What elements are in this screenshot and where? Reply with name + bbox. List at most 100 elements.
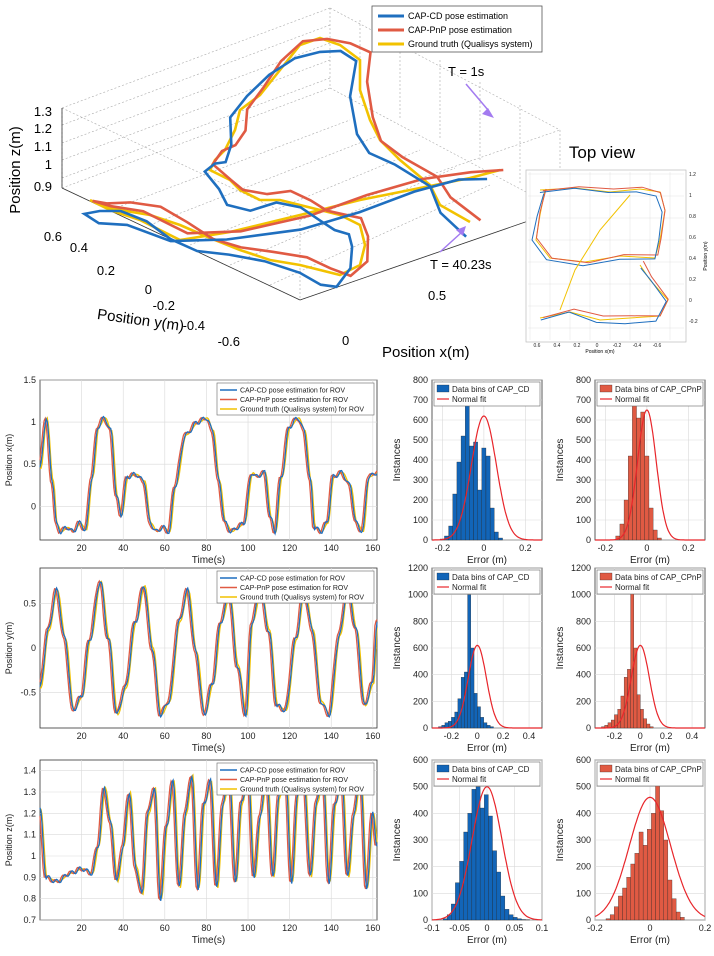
x-tick-label: 160 [365, 731, 380, 741]
y-tick-label: 100 [413, 515, 428, 525]
y-tick-label: 300 [413, 475, 428, 485]
y-tick-label: 100 [413, 888, 428, 898]
x-tick-label: -0.2 [587, 923, 603, 933]
legend-label: Data bins of CAP_CD [452, 765, 530, 774]
histogram-bar [464, 671, 468, 729]
top-view-ytick: 0 [689, 298, 692, 304]
top-view-xtick: 0.2 [574, 343, 581, 349]
histogram-bar [473, 441, 478, 541]
3d-ztick: 1 [45, 157, 52, 172]
legend-label: Normal fit [452, 395, 487, 404]
histogram-bar [500, 895, 506, 921]
legend-box [433, 381, 541, 407]
x-tick-label: 20 [77, 731, 87, 741]
legend-box [216, 762, 375, 796]
y-tick-label: 0 [423, 915, 428, 925]
histogram-bar [494, 531, 499, 541]
y-tick-label: 800 [413, 375, 428, 385]
x-tick-label: 0.2 [497, 731, 510, 741]
top-view-xtick: -0.6 [653, 343, 662, 349]
annotation-start-arrow [465, 83, 489, 111]
histogram-bar [636, 694, 641, 729]
top-view-xlabel: Position x(m) [585, 349, 615, 355]
histogram-bar [647, 829, 652, 921]
top-view-ytick: 0.2 [689, 277, 696, 283]
x-axis-label: Time(s) [192, 555, 226, 566]
y-tick-label: 1 [31, 851, 36, 861]
3d-legend-gt: Ground truth (Qualisys system) [408, 39, 533, 49]
x-tick-label: 80 [201, 543, 211, 553]
histogram-bar [618, 895, 623, 921]
histogram-bar [486, 725, 491, 729]
histogram-bar [481, 447, 487, 541]
y-tick-label: 500 [576, 782, 591, 792]
histogram-bar [638, 831, 644, 921]
legend-swatch [599, 764, 613, 773]
y-tick-label: 100 [576, 515, 591, 525]
y-axis-label: Position y(m) [4, 622, 14, 675]
x-tick-label: 40 [118, 543, 128, 553]
x-tick-label: 140 [324, 543, 339, 553]
x-tick-label: 120 [282, 543, 297, 553]
y-tick-label: 600 [413, 755, 428, 765]
histogram-bar [498, 537, 503, 541]
histogram-bar [667, 879, 673, 921]
top-view-trajectories [531, 186, 669, 325]
top-view-ytick: 0.6 [689, 235, 696, 241]
x-tick-label: 40 [118, 923, 128, 933]
histogram-bar [644, 455, 650, 541]
3d-trajectories [80, 36, 504, 289]
y-tick-label: 1000 [571, 590, 591, 600]
x-axis-label: Error (m) [630, 743, 670, 754]
y-axis-label: Instances [555, 439, 566, 482]
histogram-bar [508, 914, 514, 921]
x-tick-label: 0 [638, 731, 643, 741]
y-tick-label: 1.5 [23, 375, 36, 385]
histogram-bar [477, 489, 482, 541]
normal-fit-curve [595, 644, 705, 729]
legend-label: CAP-PnP pose estimation for ROV [240, 777, 348, 784]
x-tick-label: 0 [647, 923, 652, 933]
top-view-grid [528, 172, 684, 340]
y-tick-label: 0.5 [23, 599, 36, 609]
histogram-bar [652, 529, 658, 541]
top-view-xtick: -0.4 [633, 343, 642, 349]
y-tick-label: 0 [423, 723, 428, 733]
x-axis-label: Time(s) [192, 743, 226, 754]
y-tick-label: 400 [413, 808, 428, 818]
y-tick-label: 300 [413, 835, 428, 845]
legend-label: Data bins of CAP_CPnP [615, 573, 702, 582]
y-tick-label: 0 [423, 535, 428, 545]
top-view-cap-cd [531, 187, 663, 267]
histogram-bar [617, 709, 622, 729]
histogram-bar [646, 723, 651, 729]
3d-grid-line [61, 59, 331, 161]
legend-swatch [436, 572, 450, 581]
x-tick-label: 100 [241, 543, 256, 553]
top-view-ytick: 1.2 [689, 172, 696, 178]
y-tick-label: 0 [586, 723, 591, 733]
y-tick-label: 1.2 [23, 808, 36, 818]
x-tick-label: 20 [77, 543, 87, 553]
top-view-plot: Top view 0.6 0.4 0.2 0 -0.2 -0.4 -0.61.210.80.… [525, 143, 709, 355]
y-tick-label: 700 [413, 395, 428, 405]
y-tick-label: 1200 [571, 563, 591, 573]
y-axis-label: Instances [555, 819, 566, 862]
histogram-bar [648, 507, 654, 541]
y-axis-label: Instances [555, 627, 566, 670]
y-tick-label: 0 [586, 915, 591, 925]
histogram-bar [484, 794, 489, 921]
top-view-cap-pnp-2 [543, 260, 669, 318]
histogram-bar [609, 914, 615, 921]
x-tick-label: -0.1 [424, 923, 440, 933]
3d-ytick: -0.6 [218, 334, 240, 349]
x-tick-label: -0.05 [449, 923, 470, 933]
histogram-bar [649, 726, 654, 729]
3d-zlabel: Position z(m) [7, 126, 24, 214]
y-tick-label: 600 [413, 415, 428, 425]
annotation-end-arrow [439, 231, 463, 253]
legend-label: Normal fit [615, 583, 650, 592]
x-tick-label: 0 [481, 543, 486, 553]
y-axis-label: Instances [392, 439, 403, 482]
y-tick-label: 0 [31, 643, 36, 653]
